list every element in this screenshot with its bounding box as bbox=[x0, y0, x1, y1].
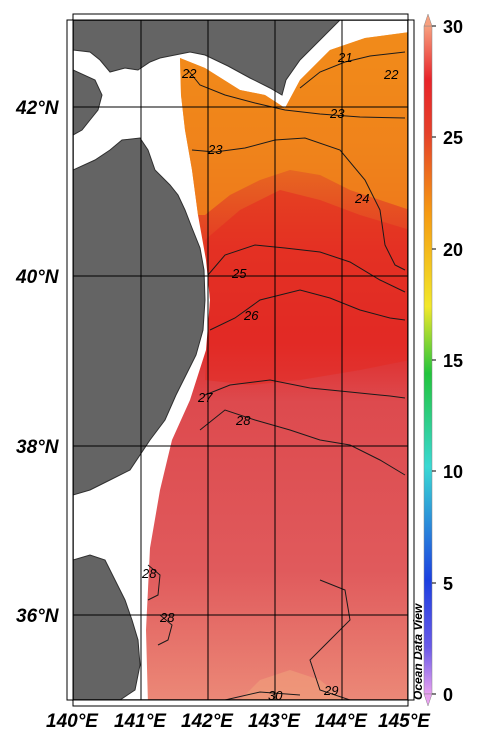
colorbar-tick-30: 30 bbox=[443, 17, 463, 37]
contour-label: 28 bbox=[141, 566, 157, 581]
contour-label: 27 bbox=[197, 390, 213, 405]
lon-label-142e: 142°E bbox=[181, 711, 234, 732]
contour-label: 28 bbox=[235, 413, 251, 428]
contour-label: 28 bbox=[159, 610, 175, 625]
colorbar-bottom-arrow bbox=[423, 693, 433, 707]
contour-label: 26 bbox=[243, 308, 259, 323]
colorbar-scale bbox=[423, 25, 433, 695]
contour-label: 22 bbox=[181, 66, 197, 81]
contour-label: 25 bbox=[231, 266, 247, 281]
contour-lines bbox=[147, 51, 406, 700]
land-peninsula bbox=[73, 69, 103, 136]
contour-label: 21 bbox=[337, 50, 352, 65]
sst-north-band bbox=[180, 32, 408, 215]
contour-label: 23 bbox=[207, 142, 223, 157]
contour-label: 22 bbox=[383, 67, 399, 82]
ocean-data-view-watermark: Ocean Data View bbox=[411, 603, 425, 700]
lon-label-143e: 143°E bbox=[248, 711, 301, 732]
lat-label-42n: 42°N bbox=[15, 98, 60, 119]
colorbar-tick-15: 15 bbox=[443, 351, 463, 371]
lon-label-145e: 145°E bbox=[378, 711, 431, 732]
colorbar-tick-0: 0 bbox=[443, 685, 453, 705]
contour-label-group: 21 22 22 23 23 24 25 26 27 28 28 28 30 2… bbox=[141, 50, 399, 703]
colorbar-tick-10: 10 bbox=[443, 462, 463, 482]
lon-label-141e: 141°E bbox=[114, 711, 167, 732]
colorbar-tick-25: 25 bbox=[443, 128, 463, 148]
graticule bbox=[73, 20, 408, 700]
sst-mid-band bbox=[205, 190, 408, 385]
contour-label: 30 bbox=[268, 688, 283, 703]
colorbar-tick-20: 20 bbox=[443, 240, 463, 260]
frame-tick-marks bbox=[66, 13, 415, 707]
contour-label: 24 bbox=[354, 191, 369, 206]
colorbar-tick-5: 5 bbox=[443, 574, 453, 594]
lon-label-140e: 140°E bbox=[46, 711, 99, 732]
contour-label: 23 bbox=[329, 106, 345, 121]
lat-label-38n: 38°N bbox=[16, 437, 60, 458]
lat-label-40n: 40°N bbox=[15, 267, 60, 288]
colorbar-top-arrow bbox=[423, 13, 433, 27]
land-hokkaido-tip bbox=[73, 20, 341, 96]
colorbar: 30 25 20 15 10 5 0 bbox=[423, 13, 463, 707]
land-south bbox=[73, 554, 141, 700]
lon-label-144e: 144°E bbox=[315, 711, 368, 732]
lat-label-36n: 36°N bbox=[16, 606, 60, 627]
contour-label: 29 bbox=[323, 683, 338, 698]
